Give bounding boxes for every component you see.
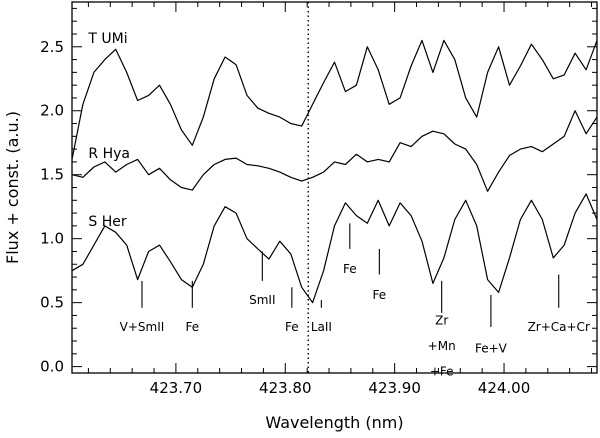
line-id-label-4: LaII: [311, 320, 332, 334]
y-tick-label-3: 1.5: [40, 166, 64, 184]
y-tick-label-0: 0.0: [40, 358, 64, 376]
y-tick-label-1: 0.5: [40, 294, 64, 312]
spectrum-line-t-umi: [71, 39, 598, 160]
spectrum-label-t-umi: T UMi: [87, 31, 127, 47]
line-id-label-1: Fe: [185, 320, 199, 334]
line-id-label-2: SmII: [249, 293, 275, 307]
line-id-label-6: Fe: [373, 288, 387, 302]
line-id-label-11: Zr+Ca+Cr: [528, 320, 590, 334]
y-tick-label-5: 2.5: [40, 38, 64, 56]
line-id-label-8: +Mn: [428, 339, 456, 353]
x-axis-title: Wavelength (nm): [265, 413, 403, 432]
x-tick-label-2: 423.90: [368, 379, 421, 397]
x-tick-label-3: 424.00: [478, 379, 531, 397]
spectrum-label-s-her: S Her: [88, 214, 126, 230]
spectrum-line-s-her: [71, 193, 598, 304]
line-id-label-5: Fe: [343, 262, 357, 276]
line-id-label-0: V+SmII: [120, 320, 165, 334]
y-tick-label-4: 2.0: [40, 102, 64, 120]
line-id-label-7: Zr: [435, 313, 448, 327]
plot-frame: [71, 1, 598, 374]
line-id-label-9: +Fe: [430, 365, 454, 379]
y-axis-title: Flux + const. (a.u.): [3, 111, 22, 264]
x-tick-label-1: 423.80: [259, 379, 312, 397]
line-id-label-3: Fe: [285, 320, 299, 334]
line-id-label-10: Fe+V: [475, 342, 508, 356]
spectrum-line-r-hya: [71, 110, 598, 192]
y-tick-label-2: 1.0: [40, 230, 64, 248]
spectrum-label-r-hya: R Hya: [88, 146, 130, 162]
x-tick-label-0: 423.70: [150, 379, 203, 397]
